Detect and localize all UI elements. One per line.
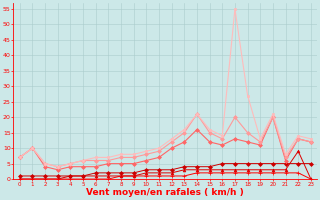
X-axis label: Vent moyen/en rafales ( km/h ): Vent moyen/en rafales ( km/h )	[86, 188, 244, 197]
